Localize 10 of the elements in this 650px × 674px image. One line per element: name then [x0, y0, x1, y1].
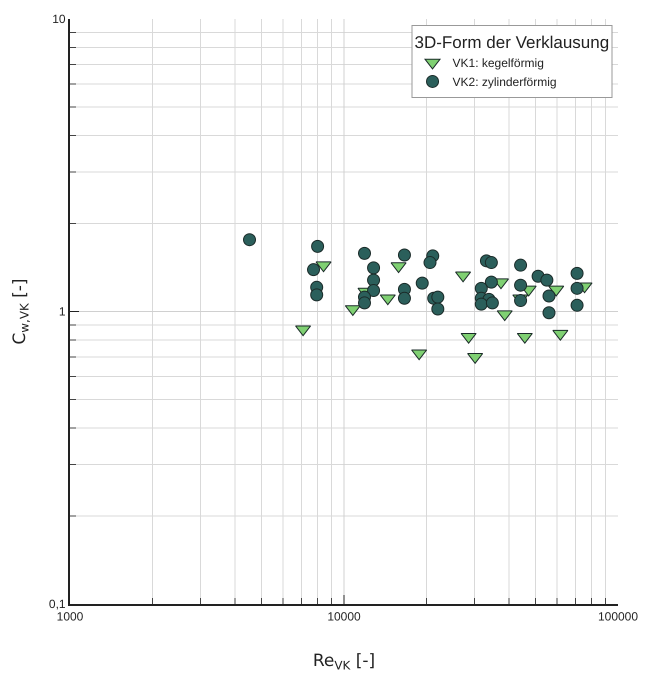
- legend-title: 3D-Form der Verklausung: [414, 32, 610, 52]
- legend-label: VK1: kegelförmig: [452, 56, 544, 70]
- y-tick-label: 0,1: [48, 597, 66, 612]
- legend-label: VK2: zylinderförmig: [452, 75, 557, 90]
- x-axis-title: Re$_{VK}$ [-]: [312, 651, 376, 673]
- y-tick-label: 10: [52, 12, 66, 26]
- x-tick-label: 100000: [598, 609, 638, 624]
- x-tick-label: 10000: [327, 609, 362, 624]
- x-tick-label: 1000: [56, 609, 84, 624]
- y-tick-label: 1: [58, 304, 66, 319]
